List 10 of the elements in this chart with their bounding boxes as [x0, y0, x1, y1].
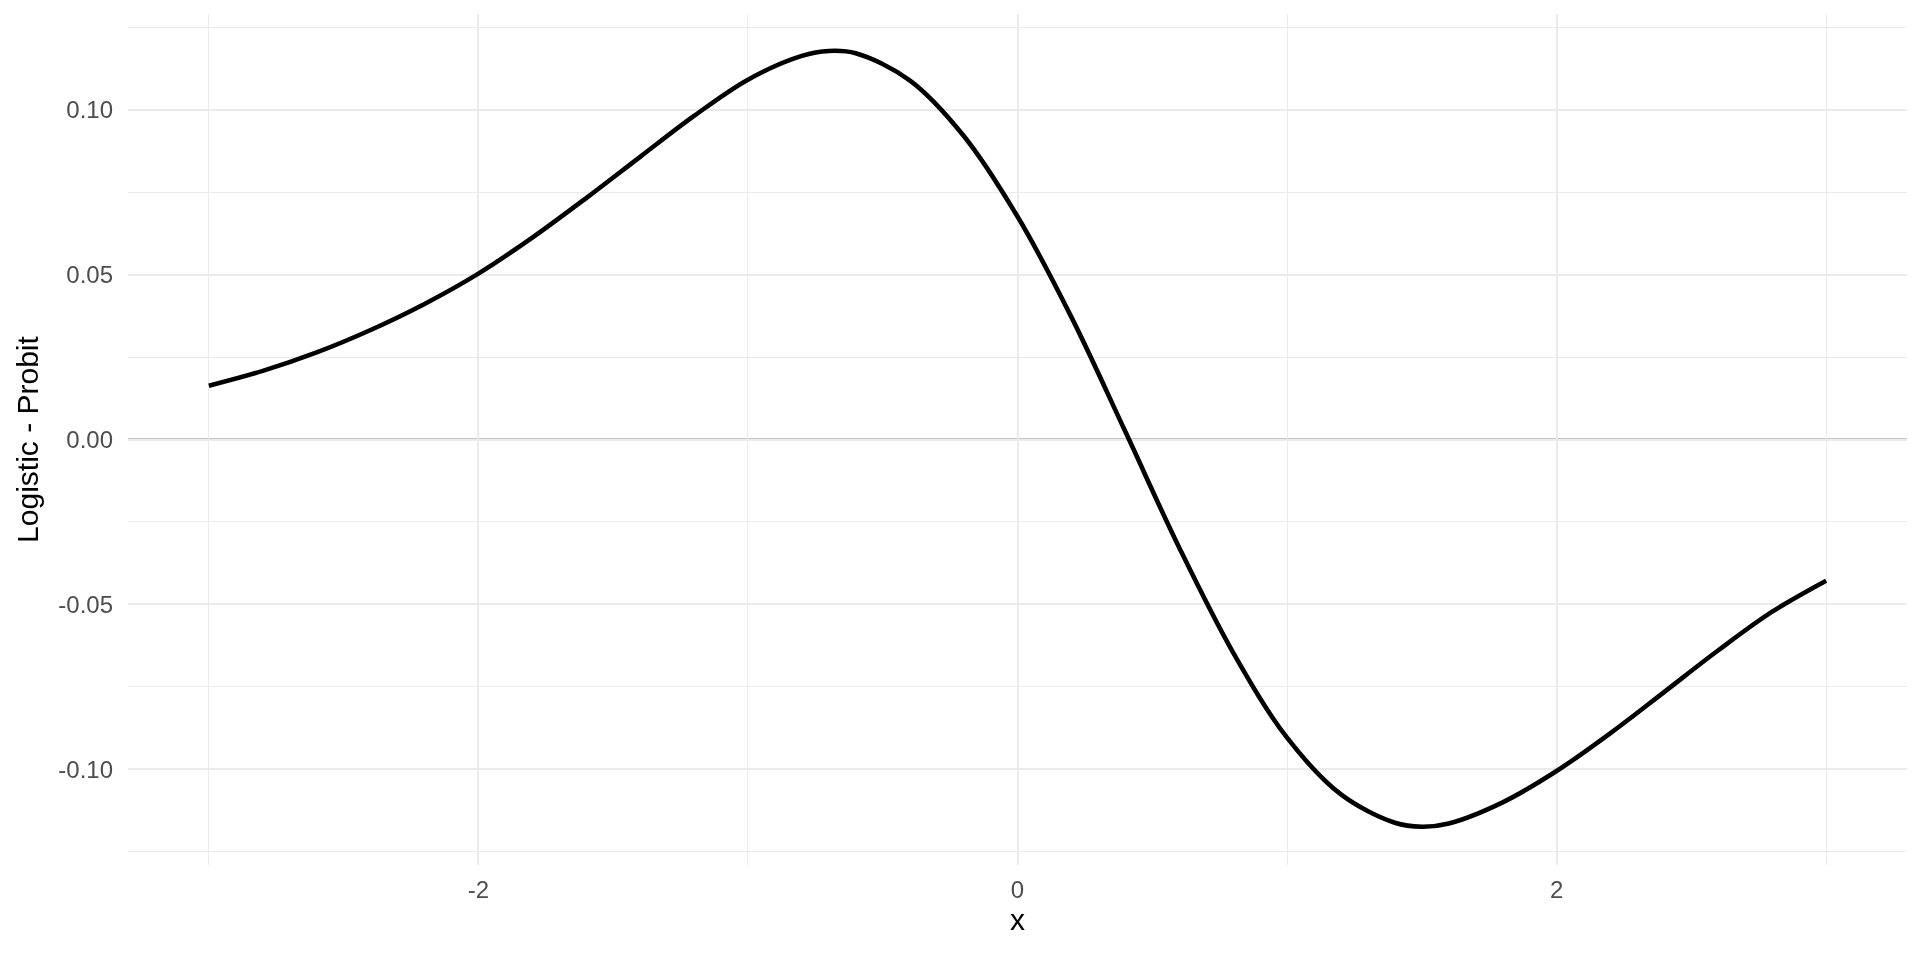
x-tick-label: 0 — [1010, 876, 1025, 903]
y-tick-label: -0.05 — [58, 590, 113, 618]
x-tick-label: 2 — [1549, 876, 1564, 903]
y-axis-title: Logistic - Probit — [11, 335, 45, 543]
y-tick-label: 0.00 — [66, 425, 113, 453]
y-tick-label: 0.05 — [66, 260, 113, 288]
y-tick-label: 0.10 — [66, 96, 113, 124]
y-tick-label: -0.10 — [58, 755, 113, 783]
x-tick-label: -2 — [467, 876, 490, 903]
x-axis-title: x — [1010, 903, 1025, 936]
